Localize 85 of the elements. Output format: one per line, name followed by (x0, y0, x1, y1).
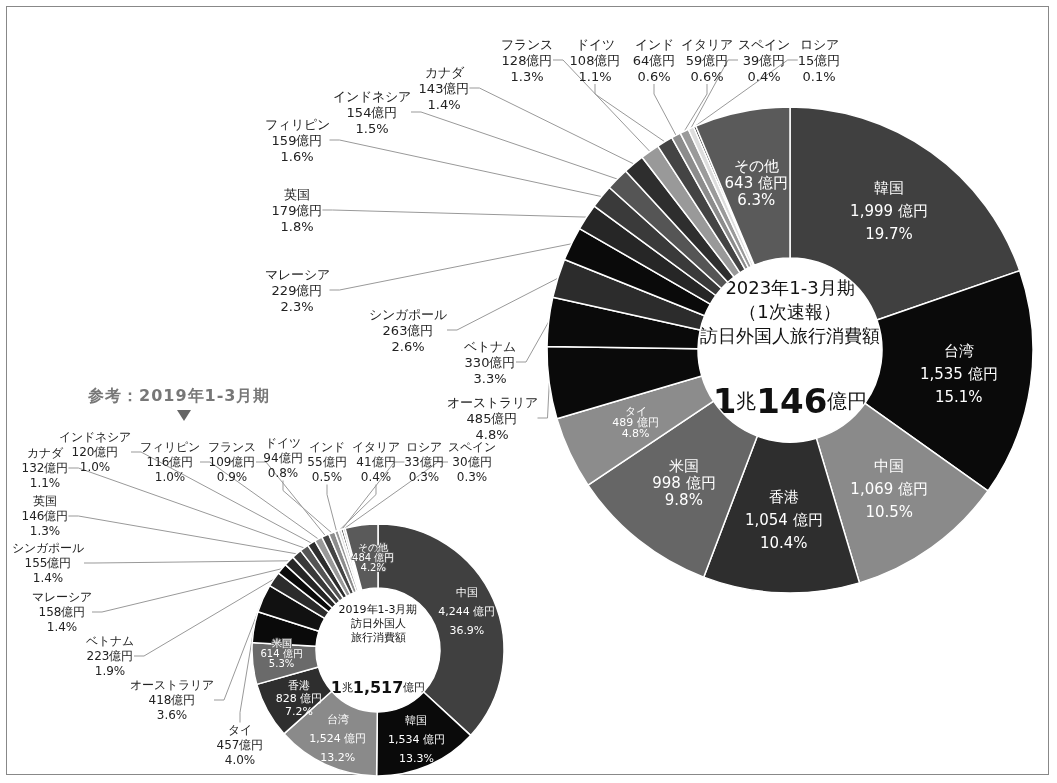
slice-label: ベトナム (86, 634, 134, 648)
data-label: 33億円 0.3% (404, 455, 444, 484)
slice-label: スペイン (738, 36, 790, 52)
slice-label: マレーシア (264, 266, 330, 282)
data-label: 1,999 億円 19.7% (850, 202, 928, 244)
slice-label: 台湾 (326, 712, 349, 726)
slice-label: インド (634, 36, 674, 52)
slice-label: インドネシア (59, 430, 131, 444)
text: 1兆1,517億円 (330, 677, 426, 697)
slice-label: フランス (208, 440, 256, 454)
data-label: 1,524 億円 13.2% (309, 731, 367, 764)
slice-label: ベトナム (464, 338, 516, 354)
slice-label: 米国 (668, 457, 699, 476)
data-label: 15億円 0.1% (797, 52, 841, 84)
data-label: 489 億円 4.8% (612, 415, 659, 440)
slice-label: シンガポール (12, 541, 84, 555)
slice-label: 香港 (768, 488, 799, 507)
data-label: 614 億円 5.3% (260, 648, 303, 670)
data-label: 120億円 1.0% (71, 445, 119, 474)
data-label: 179億円 1.8% (271, 202, 323, 234)
data-label: 116億円 1.0% (146, 455, 194, 484)
data-label: 418億円 3.6% (148, 693, 196, 722)
slice-label: タイ (624, 404, 647, 418)
data-label: 64億円 0.6% (632, 52, 676, 84)
slice-label: フィリピン (264, 116, 330, 132)
data-label: 4,244 億円 36.9% (438, 604, 496, 637)
data-label: 30億円 0.3% (452, 455, 492, 484)
data-label: 485億円 4.8% (466, 410, 518, 442)
slice-label: スペイン (448, 440, 496, 454)
slice-label: 中国 (455, 585, 478, 599)
text: 2023年1-3月期（1次速報）訪日外国人旅行消費額 (700, 276, 880, 346)
slice-label: 韓国 (873, 179, 904, 198)
data-label: 143億円 1.4% (418, 80, 470, 112)
data-label: 59億円 0.6% (685, 52, 729, 84)
slice-label: カナダ (424, 64, 465, 80)
slice-label: フィリピン (140, 440, 200, 454)
slice-label: イタリア (352, 440, 400, 454)
slice-label: 韓国 (405, 713, 428, 727)
slice-label: ドイツ (265, 436, 301, 450)
slice-label: 英国 (284, 186, 310, 202)
data-label: 643 億円 6.3% (724, 173, 788, 209)
data-label: 159億円 1.6% (271, 132, 323, 164)
slice-label: インド (309, 440, 345, 454)
slice-label: 米国 (271, 638, 292, 650)
slice-label: カナダ (27, 446, 64, 460)
data-label: 108億円 1.1% (569, 52, 621, 84)
data-label: 457億円 4.0% (216, 738, 264, 767)
data-label: 132億円 1.1% (21, 461, 69, 490)
text: 2019年1-3月期訪日外国人旅行消費額 (338, 603, 418, 645)
data-label: 1,534 億円 13.3% (387, 732, 445, 765)
data-label: 998 億円 9.8% (652, 474, 716, 510)
data-label: 55億円 0.5% (307, 455, 347, 484)
slice-label: その他 (733, 156, 779, 175)
slice-label: フランス (501, 36, 553, 52)
slice-label: オーストラリア (446, 394, 538, 410)
slice-label: シンガポール (369, 306, 447, 322)
slice-label: 中国 (874, 456, 905, 475)
data-label: 263億円 2.6% (382, 322, 434, 354)
text: 参考：2019年1-3月期 (88, 386, 271, 407)
slice-label: タイ (228, 723, 252, 737)
slice-label: 香港 (287, 679, 310, 693)
data-label: 128億円 1.3% (501, 52, 553, 84)
data-label: 1,054 億円 10.4% (744, 511, 823, 553)
data-label: 330億円 3.3% (464, 354, 516, 386)
slice-label: ロシア (799, 36, 839, 52)
slice-label: 英国 (33, 494, 57, 508)
data-label: 155億円 1.4% (24, 556, 72, 585)
data-label: 109億円 0.9% (208, 455, 256, 484)
data-label: 1,535 億円 15.1% (919, 365, 998, 407)
data-label: 146億円 1.3% (21, 509, 69, 538)
slice-label: マレーシア (32, 590, 92, 604)
slice-label: 台湾 (943, 342, 974, 361)
slice-label: ドイツ (575, 36, 615, 52)
slice-label: インドネシア (333, 88, 411, 104)
data-label: 229億円 2.3% (271, 282, 323, 314)
data-label: 41億円 0.4% (356, 455, 396, 484)
data-label: 154億円 1.5% (346, 104, 398, 136)
data-label: 158億円 1.4% (38, 605, 86, 634)
slice-label: オーストラリア (130, 678, 214, 692)
data-label: 39億円 0.4% (742, 52, 786, 84)
data-label: 223億円 1.9% (86, 649, 134, 678)
data-label: 94億円 0.8% (263, 451, 303, 480)
slice-label: ロシア (406, 440, 442, 454)
slice-label: イタリア (681, 36, 733, 52)
data-label: 1,069 億円 10.5% (850, 479, 929, 521)
